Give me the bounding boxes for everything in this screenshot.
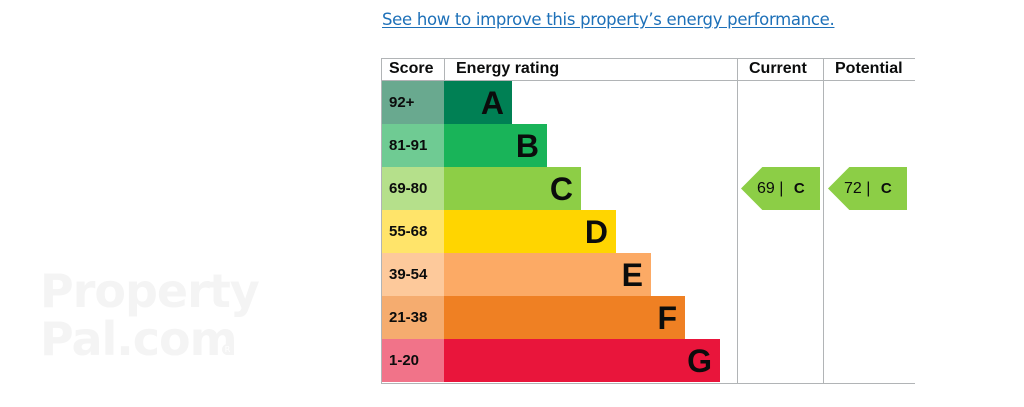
score-band-b: 81-91 xyxy=(382,124,444,167)
header-current: Current xyxy=(749,60,807,77)
table-bottom-border xyxy=(381,383,915,384)
rating-letter-c: C xyxy=(549,171,573,207)
score-band-g: 1-20 xyxy=(382,339,444,382)
watermark-line1: Property xyxy=(40,264,260,318)
potential-rating-value: 72 xyxy=(844,180,862,197)
rating-letter-d: D xyxy=(584,214,608,250)
current-column-divider xyxy=(737,58,738,384)
watermark-line2: Pal.com xyxy=(40,312,238,366)
current-rating-arrow: 69 | C xyxy=(741,167,820,210)
rating-bar-e: E xyxy=(444,253,651,296)
energy-rating-chart: Score Energy rating Current Potential 92… xyxy=(381,58,915,384)
score-column-divider xyxy=(444,58,445,80)
header-potential: Potential xyxy=(835,60,903,77)
current-rating-value: 69 xyxy=(757,180,775,197)
rating-bar-d: D xyxy=(444,210,616,253)
propertypal-watermark-logo: Property Pal.com xyxy=(38,262,260,372)
rating-bar-a: A xyxy=(444,81,512,124)
current-rating-letter: C xyxy=(793,180,805,197)
score-band-a: 92+ xyxy=(382,81,444,124)
current-rating-separator: | xyxy=(779,180,784,197)
header-score: Score xyxy=(389,60,434,77)
potential-rating-arrow: 72 | C xyxy=(828,167,907,210)
rating-letter-e: E xyxy=(621,257,643,293)
score-band-c: 69-80 xyxy=(382,167,444,210)
header-energy-rating: Energy rating xyxy=(456,60,560,77)
table-left-border xyxy=(381,58,382,384)
rating-bar-f: F xyxy=(444,296,685,339)
rating-letter-f: F xyxy=(657,300,677,336)
improve-energy-performance-link[interactable]: See how to improve this property’s energ… xyxy=(382,10,835,29)
rating-bar-b: B xyxy=(444,124,547,167)
table-top-border xyxy=(381,58,915,59)
registered-mark-icon: R xyxy=(222,344,233,355)
score-band-d: 55-68 xyxy=(382,210,444,253)
potential-rating-separator: | xyxy=(866,180,871,197)
rating-bar-g: G xyxy=(444,339,720,382)
score-band-e: 39-54 xyxy=(382,253,444,296)
header-bottom-border xyxy=(381,80,915,81)
potential-column-divider xyxy=(823,58,824,384)
potential-rating-letter: C xyxy=(880,180,892,197)
rating-letter-g: G xyxy=(687,343,712,379)
rating-letter-b: B xyxy=(515,128,539,164)
score-band-f: 21-38 xyxy=(382,296,444,339)
rating-letter-a: A xyxy=(480,85,504,121)
rating-bar-c: C xyxy=(444,167,581,210)
